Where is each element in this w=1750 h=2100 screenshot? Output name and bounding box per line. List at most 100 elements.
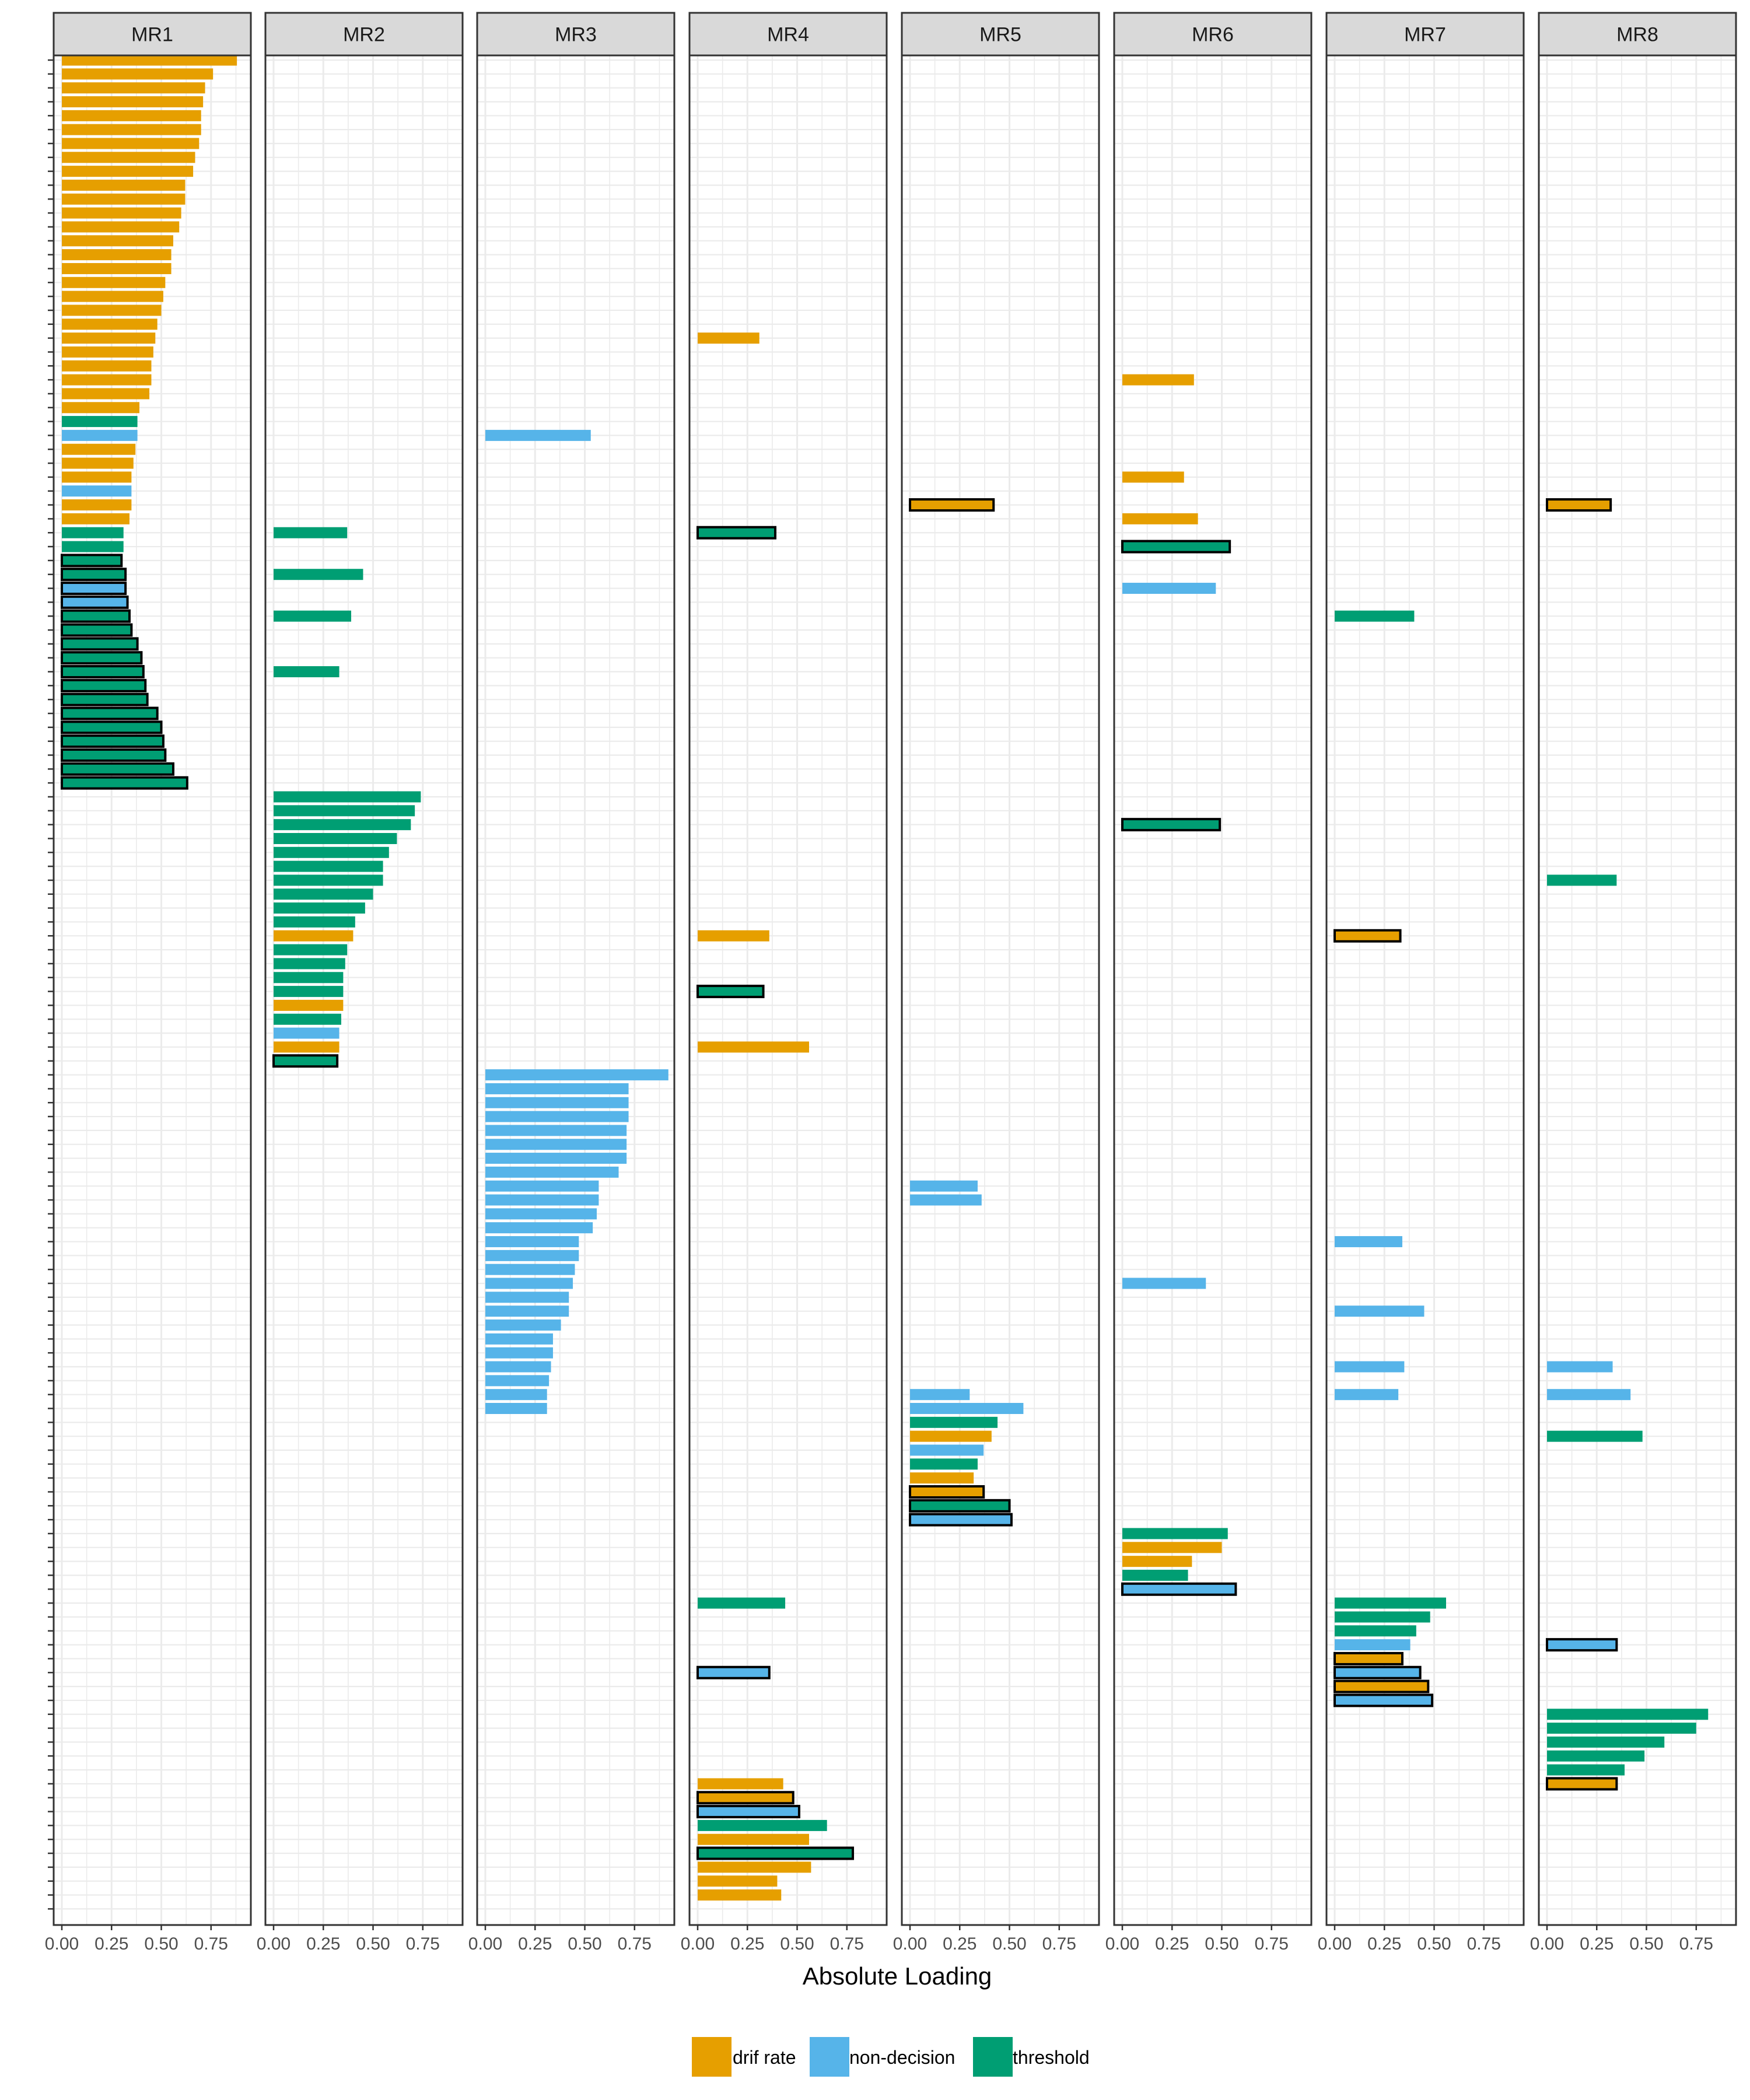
bar-mr1-row-3 — [62, 96, 204, 107]
bar-mr1-row-47 — [61, 706, 159, 720]
facet-strip — [1538, 12, 1737, 57]
bar-mr4-row-111 — [698, 1597, 786, 1609]
bar-mr2-row-69 — [274, 1013, 341, 1025]
x-tick-label: 0.50 — [992, 1934, 1026, 1954]
bar-mr1-row-18 — [62, 304, 162, 316]
bar-mr1-row-2 — [62, 82, 205, 94]
bar-mr3-row-74 — [485, 1083, 629, 1094]
x-axis-mr8: 0.00 0.25 0.50 0.75 — [1530, 1925, 1713, 1954]
bar-mr1-row-21 — [62, 346, 153, 358]
bar-mr8-row-123 — [1547, 1764, 1625, 1776]
legend-label: threshold — [1013, 2047, 1090, 2068]
x-tick-label: 0.50 — [1417, 1934, 1451, 1954]
bar-mr5-row-101 — [910, 1458, 978, 1470]
bar-mr2-row-57 — [274, 846, 389, 858]
bar-mr6-row-88 — [1122, 1278, 1206, 1289]
bar-mr2-row-58 — [274, 860, 383, 872]
bar-mr1-row-30 — [62, 471, 132, 483]
facet-strip-label: MR4 — [767, 24, 809, 46]
bar-mr1-row-24 — [62, 388, 150, 400]
bar-mr6-row-30 — [1122, 471, 1184, 483]
bar-mr2-row-63 — [274, 930, 354, 942]
x-tick-label: 0.00 — [1530, 1934, 1564, 1954]
bar-mr3-row-73 — [485, 1069, 668, 1081]
bar-mr1-row-1 — [62, 68, 214, 80]
bar-mr7-row-94 — [1335, 1361, 1405, 1373]
bar-mr1-row-15 — [62, 262, 172, 274]
bar-mr3-row-85 — [485, 1236, 579, 1248]
bar-mr1-row-44 — [61, 665, 145, 679]
x-tick-label: 0.75 — [1467, 1934, 1501, 1954]
bar-mr1-row-46 — [61, 692, 149, 706]
x-tick-label: 0.50 — [144, 1934, 178, 1954]
bar-mr7-row-113 — [1335, 1625, 1416, 1637]
bar-mr2-row-37 — [274, 569, 363, 580]
bar-mr6-row-109 — [1122, 1569, 1188, 1581]
bar-mr3-row-87 — [485, 1264, 575, 1275]
bar-mr1-row-16 — [62, 276, 166, 288]
bar-mr4-row-128 — [698, 1833, 809, 1845]
panel-gridlines — [902, 55, 1099, 1925]
facet-strip — [1325, 12, 1525, 57]
bar-mr1-row-37 — [61, 568, 127, 582]
bar-mr4-row-129 — [696, 1846, 855, 1860]
bar-mr3-row-91 — [485, 1320, 561, 1331]
facet-strip-label: MR2 — [343, 24, 385, 46]
x-axis-mr5: 0.00 0.25 0.50 0.75 — [893, 1925, 1076, 1954]
bar-mr1-row-50 — [61, 748, 167, 762]
bar-mr1-row-36 — [61, 554, 123, 568]
legend-label: non-decision — [849, 2047, 955, 2068]
bar-mr3-row-82 — [485, 1194, 599, 1206]
bar-mr7-row-40 — [1335, 610, 1415, 622]
facet-strip — [1113, 12, 1312, 57]
bar-mr2-row-68 — [274, 999, 344, 1011]
x-axis-mr1: 0.00 0.25 0.50 0.75 — [45, 1925, 228, 1954]
bar-mr2-row-65 — [274, 958, 345, 970]
bar-mr1-row-27 — [62, 429, 138, 441]
bar-mr6-row-23 — [1122, 374, 1194, 386]
x-axis-mr4: 0.00 0.25 0.50 0.75 — [681, 1925, 864, 1954]
bar-mr3-row-96 — [485, 1389, 547, 1401]
bar-mr2-row-34 — [274, 527, 348, 538]
bar-mr5-row-81 — [910, 1180, 978, 1192]
x-tick-label: 0.50 — [1629, 1934, 1663, 1954]
x-axis-mr2: 0.00 0.25 0.50 0.75 — [257, 1925, 440, 1954]
bar-mr7-row-118 — [1334, 1693, 1434, 1707]
bar-mr1-row-28 — [62, 443, 136, 455]
bar-mr2-row-59 — [274, 874, 383, 886]
bar-mr7-row-96 — [1335, 1389, 1399, 1401]
bar-mr6-row-55 — [1121, 818, 1222, 832]
x-tick-label: 0.00 — [1105, 1934, 1139, 1954]
bar-mr1-row-6 — [62, 138, 200, 149]
bar-mr1-row-0 — [62, 54, 237, 66]
bar-mr3-row-80 — [485, 1166, 619, 1178]
bar-mr5-row-98 — [910, 1416, 998, 1428]
x-tick-label: 0.00 — [468, 1934, 502, 1954]
bar-mr2-row-71 — [274, 1041, 340, 1053]
bar-mr3-row-84 — [485, 1222, 593, 1234]
bar-mr3-row-75 — [485, 1097, 629, 1108]
facet-panel-mr3: MR3 0.00 0.25 0.50 0.75 — [468, 12, 676, 1954]
bar-mr7-row-90 — [1335, 1306, 1424, 1317]
x-tick-label: 0.25 — [730, 1934, 764, 1954]
bar-mr6-row-108 — [1122, 1556, 1192, 1567]
bar-mr1-row-13 — [62, 235, 173, 247]
bar-mr8-row-99 — [1547, 1430, 1643, 1442]
bar-mr1-row-29 — [62, 457, 134, 469]
bar-mr1-row-7 — [62, 152, 195, 163]
bar-mr3-row-77 — [485, 1125, 627, 1136]
facet-strip-label: MR1 — [131, 24, 173, 46]
bar-mr2-row-64 — [274, 944, 348, 956]
x-tick-label: 0.00 — [893, 1934, 927, 1954]
bar-mr1-row-43 — [61, 651, 143, 665]
legend: drif rate non-decision threshold — [692, 2037, 1090, 2077]
bar-mr1-row-10 — [62, 193, 186, 205]
facet-panel-mr2: MR2 0.00 0.25 0.50 0.75 — [257, 12, 464, 1954]
y-axis — [48, 59, 54, 1910]
x-tick-label: 0.00 — [257, 1934, 290, 1954]
bar-mr3-row-97 — [485, 1403, 547, 1415]
bar-mr3-row-76 — [485, 1111, 629, 1122]
bar-mr2-row-66 — [274, 972, 344, 984]
bar-mr6-row-107 — [1122, 1542, 1222, 1553]
